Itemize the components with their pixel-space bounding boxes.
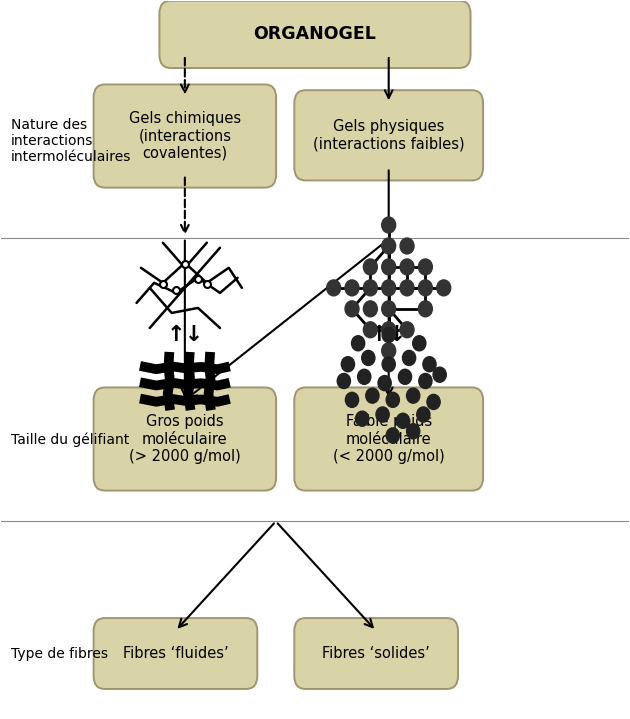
- Text: Type de fibres: Type de fibres: [11, 647, 108, 661]
- Circle shape: [345, 301, 359, 317]
- Circle shape: [413, 336, 426, 351]
- Circle shape: [382, 280, 396, 296]
- Circle shape: [418, 301, 432, 317]
- Circle shape: [396, 413, 410, 429]
- Text: ORGANOGEL: ORGANOGEL: [253, 25, 377, 43]
- FancyBboxPatch shape: [94, 84, 276, 188]
- Circle shape: [382, 238, 396, 254]
- Circle shape: [382, 217, 396, 233]
- Circle shape: [418, 280, 432, 296]
- FancyBboxPatch shape: [294, 618, 458, 689]
- Circle shape: [345, 280, 359, 296]
- Circle shape: [406, 388, 420, 403]
- Circle shape: [376, 407, 389, 422]
- FancyBboxPatch shape: [94, 618, 257, 689]
- Circle shape: [400, 322, 414, 338]
- Circle shape: [382, 343, 396, 359]
- Circle shape: [382, 322, 396, 338]
- Circle shape: [427, 395, 440, 410]
- Circle shape: [417, 407, 430, 422]
- Circle shape: [337, 373, 350, 388]
- Circle shape: [362, 350, 375, 365]
- Circle shape: [406, 423, 420, 439]
- Circle shape: [418, 259, 432, 275]
- Circle shape: [364, 301, 377, 317]
- Circle shape: [364, 322, 377, 338]
- Text: Gros poids
moléculaire
(> 2000 g/mol): Gros poids moléculaire (> 2000 g/mol): [129, 414, 241, 464]
- Text: Faible poids
moléculaire
(< 2000 g/mol): Faible poids moléculaire (< 2000 g/mol): [333, 414, 445, 464]
- Circle shape: [366, 388, 379, 403]
- Circle shape: [364, 280, 377, 296]
- Circle shape: [382, 259, 396, 275]
- Circle shape: [341, 357, 355, 372]
- FancyBboxPatch shape: [94, 388, 276, 490]
- Circle shape: [345, 393, 358, 408]
- Circle shape: [382, 301, 396, 317]
- Circle shape: [352, 336, 365, 351]
- Circle shape: [386, 428, 399, 443]
- Circle shape: [364, 259, 377, 275]
- Circle shape: [386, 393, 399, 408]
- Circle shape: [358, 370, 371, 385]
- Circle shape: [327, 280, 341, 296]
- Circle shape: [400, 280, 414, 296]
- Circle shape: [400, 259, 414, 275]
- Circle shape: [382, 327, 395, 342]
- Text: ↑↓: ↑↓: [370, 324, 408, 344]
- Circle shape: [403, 350, 416, 365]
- Text: Taille du gélifiant: Taille du gélifiant: [11, 432, 129, 447]
- Circle shape: [355, 411, 369, 426]
- FancyBboxPatch shape: [294, 90, 483, 180]
- Text: Nature des
interactions
intermoléculaires: Nature des interactions intermoléculaire…: [11, 118, 131, 164]
- Circle shape: [433, 367, 446, 383]
- Text: Fibres ‘solides’: Fibres ‘solides’: [323, 646, 430, 661]
- Circle shape: [400, 238, 414, 254]
- Circle shape: [419, 373, 432, 388]
- Text: ↑↓: ↑↓: [166, 324, 203, 344]
- Text: Fibres ‘fluides’: Fibres ‘fluides’: [123, 646, 228, 661]
- FancyBboxPatch shape: [159, 1, 471, 68]
- Circle shape: [398, 370, 411, 385]
- Circle shape: [437, 280, 450, 296]
- Circle shape: [382, 357, 395, 372]
- FancyBboxPatch shape: [294, 388, 483, 490]
- Text: Gels physiques
(interactions faibles): Gels physiques (interactions faibles): [313, 119, 464, 152]
- Circle shape: [378, 375, 391, 390]
- Text: Gels chimiques
(interactions
covalentes): Gels chimiques (interactions covalentes): [129, 111, 241, 161]
- Circle shape: [423, 357, 436, 372]
